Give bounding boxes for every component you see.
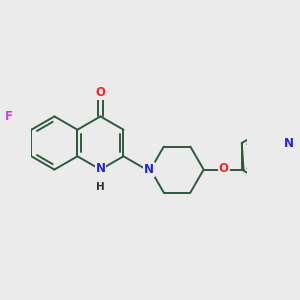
Text: O: O <box>95 86 106 99</box>
Text: F: F <box>4 110 12 123</box>
Text: N: N <box>144 163 154 176</box>
Text: H: H <box>96 182 105 192</box>
Text: N: N <box>95 162 106 176</box>
Text: O: O <box>219 162 229 176</box>
Text: N: N <box>284 136 294 149</box>
